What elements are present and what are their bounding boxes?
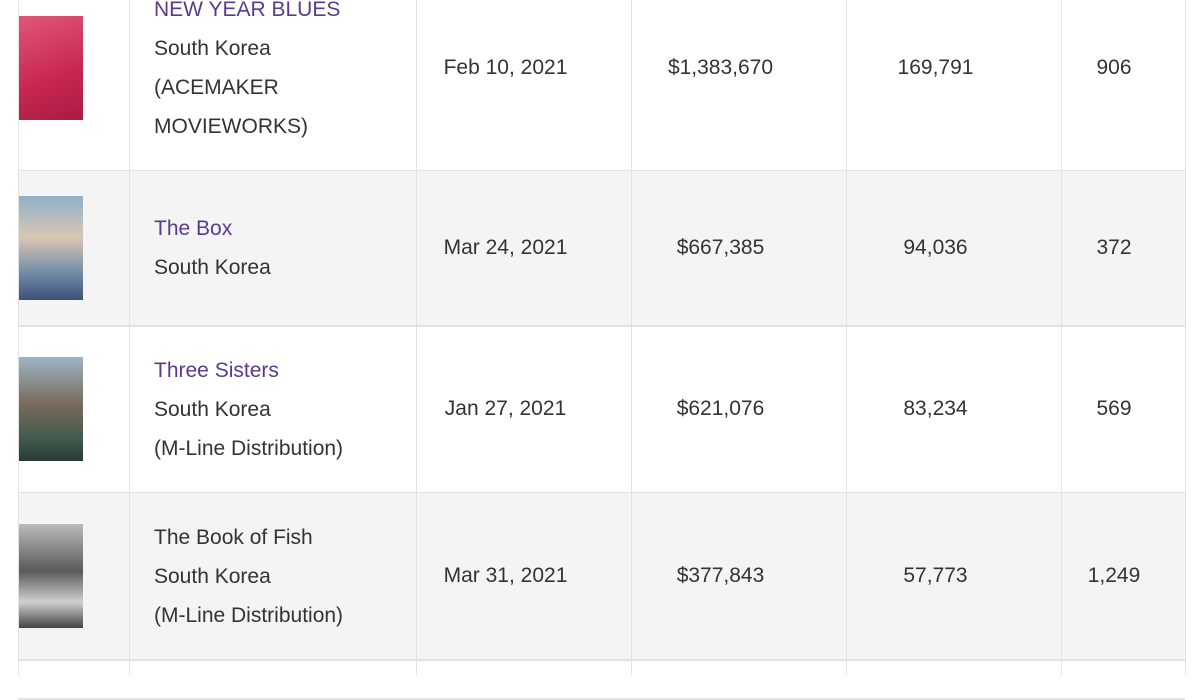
country: South Korea — [154, 564, 271, 588]
release-date: Feb 10, 2021 — [443, 56, 568, 79]
screens-cell: 906 — [1043, 0, 1185, 170]
gross-cell: $1,383,670 — [613, 0, 828, 170]
release-date-cell: Mar 31, 2021 — [398, 493, 613, 659]
admissions-cell: 83,234 — [828, 326, 1043, 492]
country: South Korea — [154, 397, 271, 421]
column-divider — [18, 0, 19, 675]
table-row: The Box South Korea Mar 24, 2021 $667,385 94… — [18, 171, 1185, 327]
admissions: 57,773 — [903, 564, 968, 587]
screens-cell: 372 — [1043, 171, 1185, 325]
country: South Korea — [154, 256, 271, 279]
column-divider — [129, 0, 130, 675]
release-date: Mar 24, 2021 — [443, 236, 568, 259]
movie-title: The Book of Fish — [154, 525, 313, 549]
column-divider — [416, 0, 417, 675]
release-date: Mar 31, 2021 — [443, 564, 568, 587]
table-row — [18, 660, 1185, 700]
gross: $621,076 — [676, 397, 765, 420]
release-date-cell: Mar 24, 2021 — [398, 171, 613, 325]
admissions: 94,036 — [903, 236, 968, 259]
title-cell: The Book of Fish South Korea (M-Line Distr… — [154, 493, 394, 659]
admissions-cell: 169,791 — [828, 0, 1043, 170]
release-date: Jan 27, 2021 — [444, 397, 567, 420]
table-row: Three Sisters South Korea (M-Line Distribu… — [18, 326, 1185, 494]
admissions: 169,791 — [897, 56, 974, 79]
gross: $377,843 — [676, 564, 765, 587]
admissions-cell: 57,773 — [828, 493, 1043, 659]
column-divider — [631, 0, 632, 675]
distributor: (M-Line Distribution) — [154, 603, 344, 627]
screens: 906 — [1096, 56, 1132, 79]
title-cell: The Box South Korea — [154, 171, 394, 325]
gross: $1,383,670 — [667, 56, 774, 79]
screens: 569 — [1096, 397, 1132, 420]
gross-cell: $621,076 — [613, 326, 828, 492]
column-divider — [1185, 0, 1186, 675]
gross-cell: $667,385 — [613, 171, 828, 325]
screens-cell: 569 — [1043, 326, 1185, 492]
release-date-cell: Feb 10, 2021 — [398, 0, 613, 170]
poster-image[interactable] — [18, 196, 83, 300]
distributor: (M-Line Distribution) — [154, 436, 344, 460]
release-date-cell: Jan 27, 2021 — [398, 326, 613, 492]
movie-title[interactable]: The Box — [154, 217, 233, 240]
title-cell: Three Sisters South Korea (M-Line Distribu… — [154, 326, 394, 492]
poster-image[interactable] — [18, 357, 83, 461]
distributor: (ACEMAKER MOVIEWORKS) — [154, 76, 309, 138]
gross: $667,385 — [676, 236, 765, 259]
movie-title[interactable]: Three Sisters — [154, 358, 279, 382]
screens: 372 — [1096, 236, 1132, 259]
table-row: NEW YEAR BLUES South Korea (ACEMAKER MOVIE… — [18, 0, 1185, 172]
poster-image[interactable] — [18, 16, 83, 120]
screens: 1,249 — [1087, 564, 1141, 587]
screens-cell: 1,249 — [1043, 493, 1185, 659]
page: NEW YEAR BLUES South Korea (ACEMAKER MOVIE… — [18, 0, 1186, 700]
country: South Korea — [154, 37, 271, 60]
column-divider — [1061, 0, 1062, 675]
movie-title[interactable]: NEW YEAR BLUES — [154, 0, 341, 21]
gross-cell: $377,843 — [613, 493, 828, 659]
admissions-cell: 94,036 — [828, 171, 1043, 325]
poster-image[interactable] — [18, 524, 83, 628]
column-divider — [846, 0, 847, 675]
admissions: 83,234 — [903, 397, 968, 420]
table-row: The Book of Fish South Korea (M-Line Distr… — [18, 493, 1185, 661]
title-cell: NEW YEAR BLUES South Korea (ACEMAKER MOVIE… — [154, 0, 394, 170]
